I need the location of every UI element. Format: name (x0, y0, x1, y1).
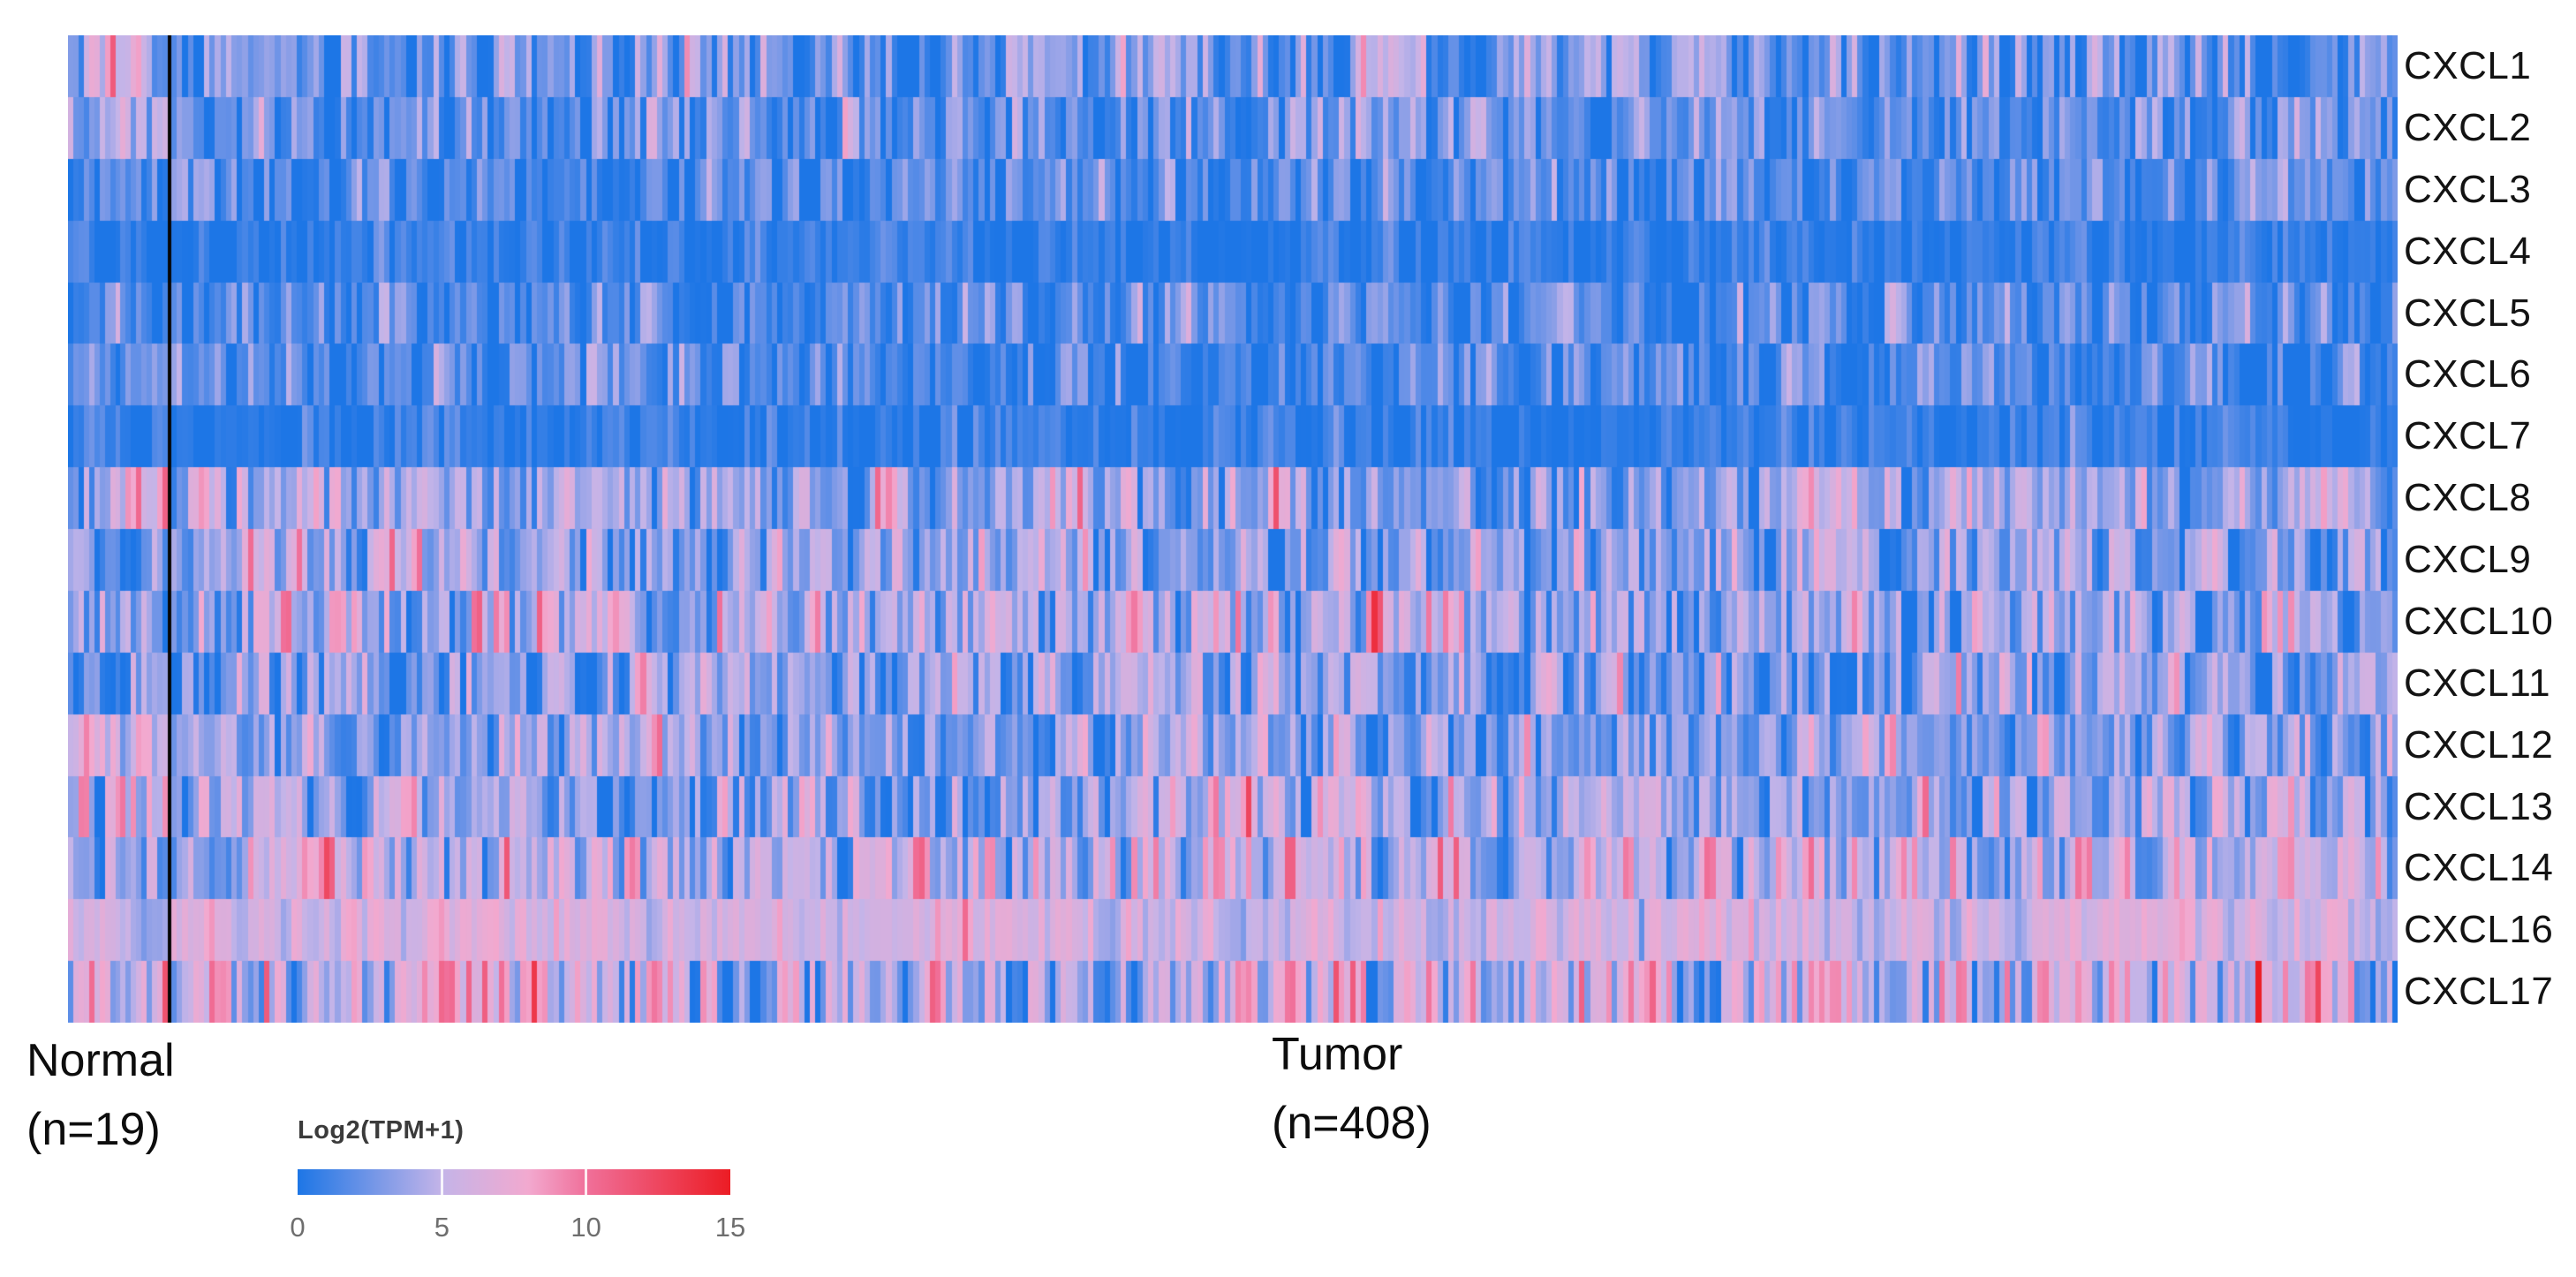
legend-gradient-bar (298, 1169, 730, 1195)
group-label-tumor: Tumor (n=408) (1272, 1020, 1432, 1158)
row-label-cxcl7: CXCL7 (2404, 414, 2532, 457)
row-label-cxcl13: CXCL13 (2404, 784, 2554, 828)
legend-tick-10: 10 (570, 1212, 601, 1243)
group-tumor-count: (n=408) (1272, 1098, 1432, 1149)
row-label-cxcl17: CXCL17 (2404, 970, 2554, 1013)
group-tumor-name: Tumor (1272, 1029, 1403, 1080)
row-label-cxcl14: CXCL14 (2404, 846, 2554, 889)
colorbar-legend: Log2(TPM+1) 0 5 10 15 (290, 1116, 745, 1243)
row-label-cxcl8: CXCL8 (2404, 476, 2532, 519)
legend-tick-0: 0 (290, 1212, 306, 1243)
row-label-cxcl10: CXCL10 (2404, 600, 2554, 643)
row-label-cxcl12: CXCL12 (2404, 723, 2554, 767)
row-label-cxcl4: CXCL4 (2404, 230, 2532, 273)
row-label-cxcl3: CXCL3 (2404, 168, 2532, 211)
row-label-cxcl9: CXCL9 (2404, 538, 2532, 581)
row-label-cxcl5: CXCL5 (2404, 291, 2532, 335)
group-label-normal: Normal (n=19) (26, 1026, 175, 1164)
group-normal-name: Normal (26, 1035, 175, 1086)
heatmap-canvas (68, 35, 2398, 1023)
row-label-cxcl11: CXCL11 (2404, 661, 2551, 705)
legend-tick-line-10 (585, 1169, 588, 1195)
group-normal-count: (n=19) (26, 1104, 161, 1155)
row-label-cxcl1: CXCL1 (2404, 44, 2532, 87)
row-label-cxcl16: CXCL16 (2404, 908, 2554, 951)
row-label-cxcl6: CXCL6 (2404, 352, 2532, 396)
legend-title: Log2(TPM+1) (298, 1116, 465, 1145)
legend-tick-15: 15 (714, 1212, 746, 1243)
legend-tick-labels: 0 5 10 15 (290, 1212, 745, 1243)
legend-tick-5: 5 (434, 1212, 449, 1243)
legend-tick-line-5 (440, 1169, 443, 1195)
row-label-cxcl2: CXCL2 (2404, 106, 2532, 149)
